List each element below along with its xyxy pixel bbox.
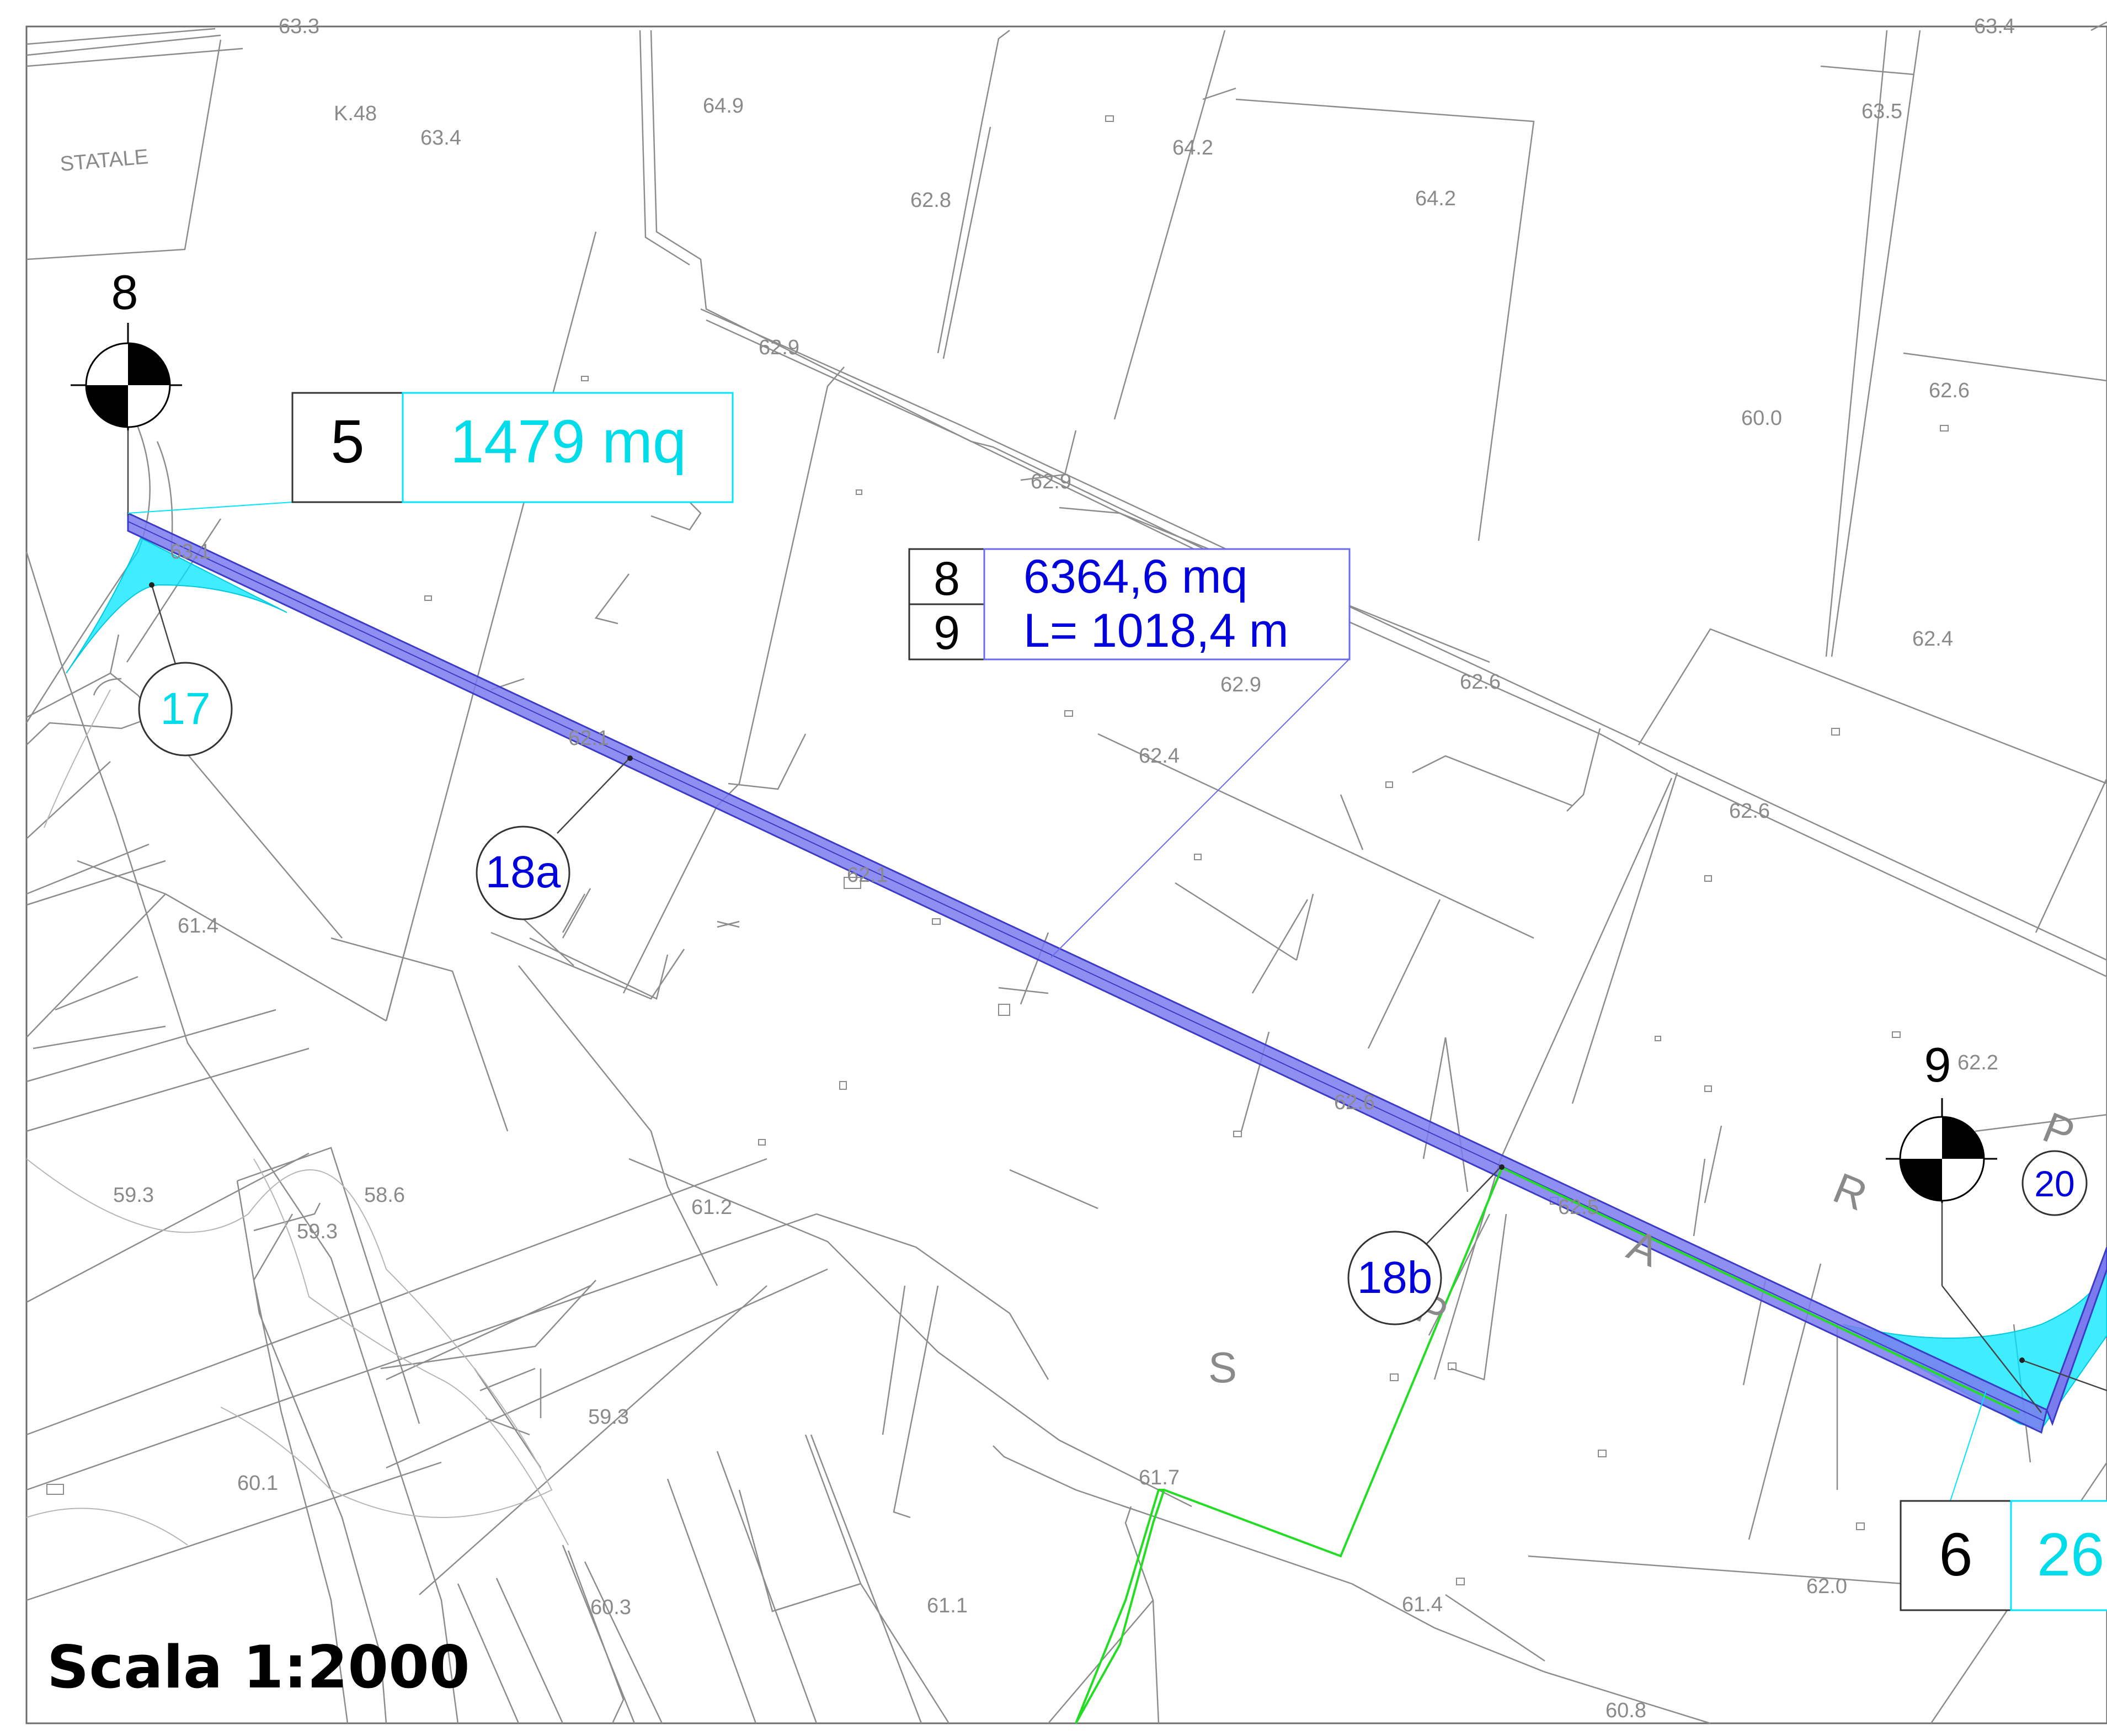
marker-9-label: 9 xyxy=(1924,1037,1951,1092)
elevation-label: 62.9 xyxy=(759,336,799,359)
elevation-label: 60.0 xyxy=(1741,407,1782,430)
elevation-label: 61.2 xyxy=(691,1196,732,1219)
strip-centerline xyxy=(127,521,2045,1421)
green-boundary-west xyxy=(1075,1489,1165,1724)
elevation-label: 59.3 xyxy=(113,1184,154,1207)
small-buildings xyxy=(46,115,1949,1585)
elevation-label: 61.1 xyxy=(927,1594,968,1617)
segment-area: 6364,6 mq xyxy=(1023,550,1247,603)
easement-strip xyxy=(127,512,2048,1434)
elevation-label: 61.4 xyxy=(1402,1593,1443,1616)
elevation-label: 62.0 xyxy=(1806,1575,1847,1598)
contour-lines xyxy=(26,689,569,1546)
elevation-label: 59.3 xyxy=(588,1405,629,1429)
strip-right-edge xyxy=(2046,1247,2107,1426)
elevation-label: 62.5 xyxy=(1558,1196,1599,1219)
segment-to: 9 xyxy=(934,606,960,659)
elevation-label: 63.3 xyxy=(279,15,319,38)
parcel-lines xyxy=(25,21,2107,1724)
road-letter: P xyxy=(2036,1103,2081,1158)
cyan-area-17 xyxy=(66,537,287,674)
elevation-label: 62.6 xyxy=(1334,1091,1375,1114)
road-letter: R xyxy=(1827,1163,1874,1220)
elevation-label: 62.6 xyxy=(1929,379,1970,402)
marker-8[interactable]: 8 xyxy=(71,265,182,430)
elevation-label: 62.1 xyxy=(847,864,888,887)
area-box-5-index: 5 xyxy=(330,408,364,476)
elevation-label: 60.3 xyxy=(590,1596,631,1619)
scale-label: Scala 1:2000 xyxy=(47,1633,470,1701)
elevation-label: 63.5 xyxy=(1861,100,1902,123)
statale-label: STATALE xyxy=(59,145,150,176)
elevation-label: 64.2 xyxy=(1172,136,1213,159)
elevation-label: 63.1 xyxy=(170,540,211,563)
segment-length: L= 1018,4 m xyxy=(1023,604,1289,657)
callout-20[interactable]: 20 xyxy=(2021,1150,2088,1216)
elevation-label: 60.1 xyxy=(237,1472,278,1495)
elevation-label: 62.9 xyxy=(1220,673,1261,696)
elevation-label: 64.9 xyxy=(703,94,744,118)
elevation-label: 59.3 xyxy=(297,1220,338,1243)
elevation-label: 62.1 xyxy=(568,727,609,750)
green-boundary-south xyxy=(1075,1167,1503,1724)
elevation-label: 62.2 xyxy=(1957,1051,1998,1074)
area-box-6-value: 26 xyxy=(2037,1521,2104,1589)
segment-box-8-9[interactable]: 8 9 6364,6 mq L= 1018,4 m xyxy=(908,548,1351,661)
elevation-label: 61.7 xyxy=(1139,1466,1180,1489)
elevation-label: 62.9 xyxy=(1031,470,1071,493)
marker-8-label: 8 xyxy=(111,265,138,319)
elevation-label: 62.4 xyxy=(1139,744,1180,768)
segment-from: 8 xyxy=(934,552,960,605)
callout-18b-label: 18b xyxy=(1357,1253,1433,1303)
elevation-label: 62.8 xyxy=(910,189,951,212)
marker-9[interactable]: 9 xyxy=(1886,1037,1997,1203)
road-letter: S xyxy=(1208,1343,1237,1392)
map-frame xyxy=(25,25,2107,1724)
elevation-label: 64.2 xyxy=(1415,187,1456,210)
elevation-label: 63.4 xyxy=(420,126,461,150)
area-box-5[interactable]: 5 1479 mq xyxy=(291,392,734,503)
area-box-6-index: 6 xyxy=(1939,1521,1972,1589)
elevation-label: 61.4 xyxy=(178,914,218,938)
elevation-label: 63.4 xyxy=(1974,15,2015,38)
elevation-label: 62.6 xyxy=(1729,800,1770,823)
area-box-5-value: 1479 mq xyxy=(450,408,686,476)
elevation-labels: 63.3 63.4 64.9 64.2 64.2 62.8 63.5 62.9 … xyxy=(113,15,2015,1722)
leader-lines xyxy=(127,397,2107,1501)
elevation-label: 62.4 xyxy=(1912,627,1953,651)
callout-20-label: 20 xyxy=(2034,1163,2074,1204)
callout-17[interactable]: 17 xyxy=(138,662,233,757)
callout-17-label: 17 xyxy=(160,684,210,734)
elevation-label: 62.6 xyxy=(1460,670,1501,694)
callout-18a[interactable]: 18a xyxy=(476,826,570,920)
callout-18a-label: 18a xyxy=(486,847,561,897)
callout-18b[interactable]: 18b xyxy=(1347,1231,1442,1325)
km-label: K.48 xyxy=(334,102,377,125)
elevation-label: 58.6 xyxy=(364,1184,405,1207)
area-box-6[interactable]: 6 26 xyxy=(1900,1500,2107,1611)
elevation-label: 60.8 xyxy=(1605,1699,1646,1722)
